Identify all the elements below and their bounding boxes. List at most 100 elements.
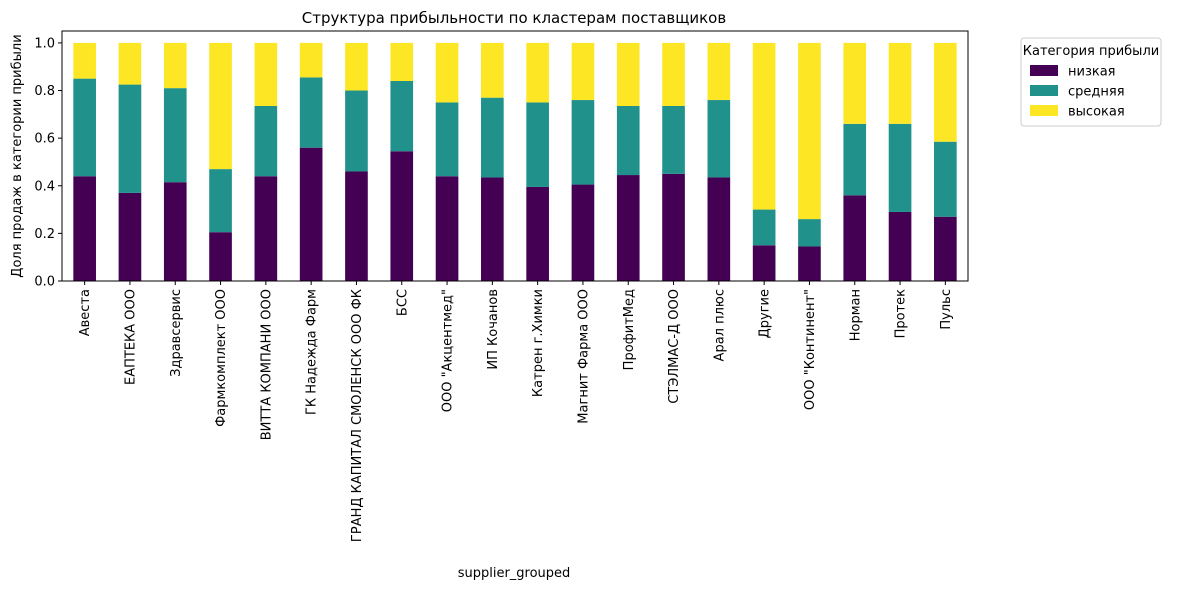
x-tick-label: Протек <box>894 289 909 339</box>
bar-segment-низкая <box>481 177 504 281</box>
legend-swatch-низкая <box>1030 65 1058 76</box>
x-tick-label: Пульс <box>939 289 954 330</box>
bar-segment-низкая <box>299 147 323 281</box>
x-tick-label: ГК Надежда Фарм <box>305 289 320 415</box>
legend-title: Категория прибыли <box>1023 44 1159 59</box>
bar-segment-средняя <box>163 88 187 183</box>
bar-segment-низкая <box>209 232 232 281</box>
legend: Категория прибыли низкая средняя высокая <box>1020 37 1162 127</box>
x-tick-label: Авеста <box>78 289 93 336</box>
bar-segment-высокая <box>299 42 323 78</box>
x-tick-label: ГРАНД КАПИТАЛ СМОЛЕНСК ООО ФК <box>350 289 365 542</box>
bar-segment-высокая <box>934 42 957 142</box>
x-tick-label: СТЭЛМАС-Д ООО <box>667 289 682 404</box>
bar-segment-высокая <box>435 42 459 103</box>
x-tick-label: Магнит Фарма ООО <box>576 289 591 424</box>
plot-frame <box>61 30 969 282</box>
bar-segment-высокая <box>73 42 96 79</box>
bar-segment-средняя <box>526 102 549 187</box>
bar-segment-низкая <box>752 245 776 281</box>
bar-segment-высокая <box>707 42 731 101</box>
bar-segment-высокая <box>571 42 595 101</box>
bar-segment-высокая <box>526 42 549 103</box>
bar-segment-средняя <box>209 169 232 233</box>
x-tick-label: Здравсервис <box>169 289 184 377</box>
x-tick-label: ЕАПТЕКА ООО <box>123 289 138 385</box>
bar-segment-низкая <box>526 186 549 281</box>
bar-segment-средняя <box>888 123 912 212</box>
legend-items: низкая средняя высокая <box>1030 65 1125 120</box>
bar-segment-высокая <box>254 42 278 106</box>
x-tick-label: ООО "Континент" <box>803 289 818 410</box>
x-axis: Авеста ЕАПТЕКА ООО Здравсервис Фармкомплект… <box>78 281 954 542</box>
legend-label-высокая: высокая <box>1068 105 1125 120</box>
x-tick-label: ВИТТА КОМПАНИ ООО <box>259 289 274 440</box>
x-tick-label: Арал плюс <box>712 289 727 361</box>
bar-segment-высокая <box>345 42 368 91</box>
bar-segment-средняя <box>435 102 459 177</box>
x-tick-label: БСС <box>395 289 410 316</box>
bar-segment-низкая <box>254 176 278 281</box>
bar-segment-низкая <box>163 182 187 281</box>
bar-segment-низкая <box>571 184 595 281</box>
legend-label-низкая: низкая <box>1068 65 1116 80</box>
legend-swatch-средняя <box>1030 85 1058 96</box>
bar-segment-высокая <box>209 42 232 170</box>
bar-segment-низкая <box>662 173 685 281</box>
bar-segment-средняя <box>662 106 685 174</box>
y-tick-label: 0.4 <box>34 179 55 194</box>
bar-segment-низкая <box>435 176 459 281</box>
bar-segment-средняя <box>118 84 142 193</box>
bar-segment-средняя <box>934 141 957 217</box>
x-tick-label: ПрофитМед <box>622 289 637 370</box>
bar-segment-низкая <box>390 151 414 281</box>
bar-segment-средняя <box>798 219 821 247</box>
y-tick-label: 0.0 <box>34 275 55 290</box>
bar-segment-средняя <box>481 97 504 178</box>
bar-segment-средняя <box>345 90 368 172</box>
bar-segment-высокая <box>163 42 187 89</box>
bar-segment-средняя <box>707 100 731 178</box>
bar-segment-высокая <box>798 42 821 220</box>
bar-segment-высокая <box>888 42 912 124</box>
y-tick-label: 0.8 <box>34 84 55 99</box>
legend-frame <box>1020 37 1162 127</box>
bar-segment-низкая <box>798 246 821 281</box>
bar-segment-средняя <box>571 100 595 185</box>
x-tick-label: Норман <box>848 289 863 341</box>
bar-segment-высокая <box>481 42 504 98</box>
x-tick-label: ООО "Акцентмед" <box>441 289 456 412</box>
bar-segment-высокая <box>616 42 640 106</box>
bar-segment-средняя <box>843 123 867 196</box>
chart-title: Структура прибыльности по кластерам пост… <box>302 9 726 27</box>
y-axis: 0.0 0.2 0.4 0.6 0.8 1.0 <box>34 36 62 290</box>
x-tick-label: Другие <box>758 289 773 338</box>
bar-segment-средняя <box>390 81 414 152</box>
bar-segment-низкая <box>707 177 731 281</box>
y-tick-label: 0.6 <box>34 132 55 147</box>
bar-segment-средняя <box>254 106 278 177</box>
bar-segment-низкая <box>616 175 640 281</box>
bar-segment-средняя <box>616 106 640 176</box>
bar-segment-низкая <box>73 176 96 281</box>
bar-segment-низкая <box>118 192 142 281</box>
legend-label-средняя: средняя <box>1068 85 1125 100</box>
x-tick-label: ИП Кочанов <box>486 289 501 370</box>
y-axis-label: Доля продаж в категории прибыли <box>10 34 25 277</box>
bar-segment-высокая <box>390 42 414 81</box>
bar-segment-средняя <box>752 209 776 246</box>
bar-segment-низкая <box>345 171 368 281</box>
x-axis-label: supplier_grouped <box>458 566 571 581</box>
y-tick-label: 1.0 <box>34 36 55 51</box>
y-tick-label: 0.2 <box>34 227 55 242</box>
bar-segment-высокая <box>752 42 776 210</box>
bar-segment-низкая <box>843 195 867 281</box>
bar-segment-высокая <box>843 42 867 124</box>
x-tick-label: Катрен г.Химки <box>531 289 546 397</box>
bar-segment-средняя <box>299 77 323 148</box>
plot-area <box>73 42 957 281</box>
bar-segment-средняя <box>73 78 96 177</box>
legend-swatch-высокая <box>1030 105 1058 116</box>
bar-segment-высокая <box>662 42 685 106</box>
